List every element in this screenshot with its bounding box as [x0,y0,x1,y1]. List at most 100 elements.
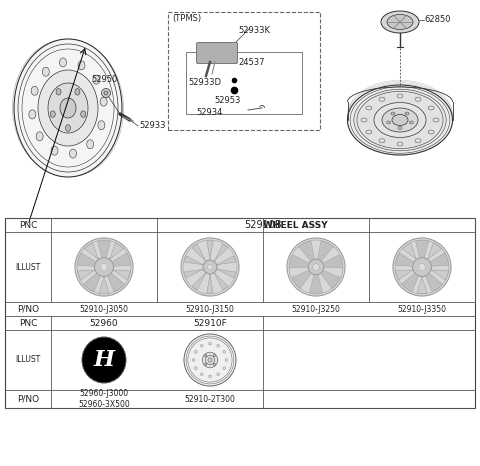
Ellipse shape [354,89,446,151]
Circle shape [208,358,212,362]
Circle shape [217,373,219,376]
Text: 52960-J3000
52960-3X500: 52960-J3000 52960-3X500 [78,389,130,409]
Circle shape [209,343,211,345]
Circle shape [209,375,211,377]
Ellipse shape [361,118,367,122]
Polygon shape [192,244,207,263]
Polygon shape [322,254,342,268]
Ellipse shape [98,121,105,130]
Ellipse shape [36,132,43,141]
Circle shape [192,359,195,361]
Polygon shape [417,275,427,294]
Ellipse shape [93,75,100,84]
Ellipse shape [405,112,409,115]
Circle shape [205,355,215,365]
Circle shape [201,344,203,347]
Ellipse shape [50,111,55,117]
Circle shape [287,238,345,296]
Ellipse shape [386,121,391,124]
Bar [168,12,320,130]
Ellipse shape [366,130,372,134]
Ellipse shape [374,103,426,137]
Polygon shape [77,269,97,280]
Bar [186,52,302,114]
Polygon shape [320,269,340,288]
Polygon shape [184,256,205,266]
Circle shape [308,259,324,275]
Ellipse shape [433,118,439,122]
Polygon shape [106,270,124,292]
Polygon shape [426,243,442,261]
Polygon shape [429,269,448,280]
Text: 52950: 52950 [91,75,117,83]
Circle shape [205,355,207,357]
Ellipse shape [38,70,98,146]
Circle shape [419,263,426,271]
Text: 52910B: 52910B [244,220,282,230]
Text: 24537: 24537 [238,58,264,67]
Ellipse shape [14,39,122,177]
Ellipse shape [75,89,80,95]
Ellipse shape [48,83,88,133]
Text: 52910F: 52910F [193,318,227,328]
Text: 52933D: 52933D [188,78,221,87]
Polygon shape [299,241,315,262]
Ellipse shape [398,126,402,130]
Ellipse shape [428,106,434,110]
Text: 52910-2T300: 52910-2T300 [185,395,235,404]
Polygon shape [207,241,213,261]
Circle shape [100,263,108,271]
Polygon shape [402,270,420,292]
Text: H: H [94,349,115,371]
Circle shape [181,238,239,296]
Circle shape [223,350,226,353]
Ellipse shape [31,86,38,95]
Polygon shape [317,241,333,262]
Text: P/NO: P/NO [17,304,39,314]
Ellipse shape [348,85,453,155]
Text: 52953: 52953 [214,96,240,105]
Ellipse shape [379,97,385,101]
Ellipse shape [409,121,413,124]
Polygon shape [84,270,102,292]
Text: 52910-J3350: 52910-J3350 [397,304,446,314]
Polygon shape [289,254,311,268]
Polygon shape [396,269,415,280]
Circle shape [223,367,226,370]
Circle shape [194,350,197,353]
Polygon shape [309,273,323,294]
Ellipse shape [428,130,434,134]
Ellipse shape [104,91,108,95]
Circle shape [225,359,228,361]
Ellipse shape [397,94,403,98]
Ellipse shape [381,11,419,33]
Ellipse shape [391,112,395,115]
FancyBboxPatch shape [196,42,238,63]
Circle shape [194,367,197,370]
Polygon shape [184,268,205,278]
Circle shape [95,258,113,276]
Polygon shape [108,253,131,267]
Ellipse shape [87,140,94,149]
Text: 52933K: 52933K [238,26,270,35]
Circle shape [75,238,133,296]
Ellipse shape [415,139,421,143]
Ellipse shape [350,87,450,153]
Circle shape [201,373,203,376]
Text: 52910-J3250: 52910-J3250 [291,304,340,314]
Polygon shape [424,270,443,292]
Ellipse shape [82,337,126,383]
Ellipse shape [56,89,61,95]
Polygon shape [99,275,109,294]
Polygon shape [426,253,449,267]
Polygon shape [77,253,99,267]
Bar [5,218,475,408]
Polygon shape [84,243,100,261]
Circle shape [184,334,236,386]
Circle shape [207,264,213,270]
Circle shape [213,363,215,365]
Text: (TPMS): (TPMS) [172,14,201,23]
Polygon shape [403,243,418,261]
Text: 52933: 52933 [139,122,166,130]
Polygon shape [97,240,110,262]
